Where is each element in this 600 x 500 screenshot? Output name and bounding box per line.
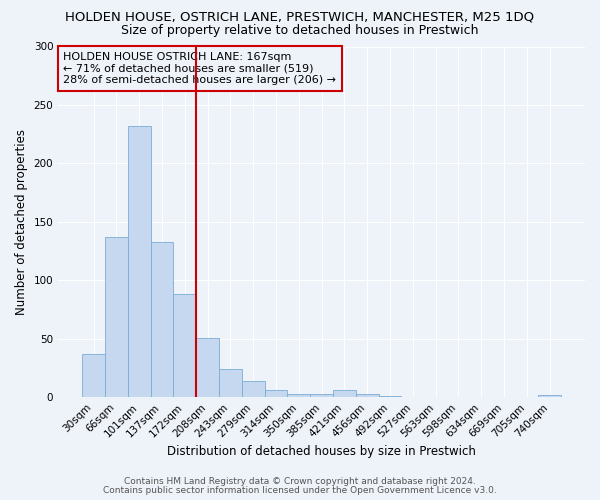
Bar (82, 354, 105, 397)
X-axis label: Distribution of detached houses by size in Prestwich: Distribution of detached houses by size … (167, 444, 476, 458)
Bar (538, 395, 561, 397)
Bar (333, 390, 356, 397)
Text: HOLDEN HOUSE OSTRICH LANE: 167sqm
← 71% of detached houses are smaller (519)
28%: HOLDEN HOUSE OSTRICH LANE: 167sqm ← 71% … (64, 52, 337, 85)
Text: Contains public sector information licensed under the Open Government Licence v3: Contains public sector information licen… (103, 486, 497, 495)
Y-axis label: Number of detached properties: Number of detached properties (15, 129, 28, 315)
Bar (310, 394, 333, 397)
Bar (151, 242, 173, 397)
Text: Size of property relative to detached houses in Prestwich: Size of property relative to detached ho… (121, 24, 479, 37)
Bar (379, 396, 401, 397)
Bar (219, 369, 242, 397)
Bar (287, 394, 310, 397)
Bar (242, 381, 265, 397)
Bar (105, 237, 128, 397)
Bar (356, 394, 379, 397)
Bar (128, 126, 151, 397)
Text: HOLDEN HOUSE, OSTRICH LANE, PRESTWICH, MANCHESTER, M25 1DQ: HOLDEN HOUSE, OSTRICH LANE, PRESTWICH, M… (65, 11, 535, 24)
Bar (265, 390, 287, 397)
Bar (173, 294, 196, 397)
Text: Contains HM Land Registry data © Crown copyright and database right 2024.: Contains HM Land Registry data © Crown c… (124, 477, 476, 486)
Bar (196, 338, 219, 397)
